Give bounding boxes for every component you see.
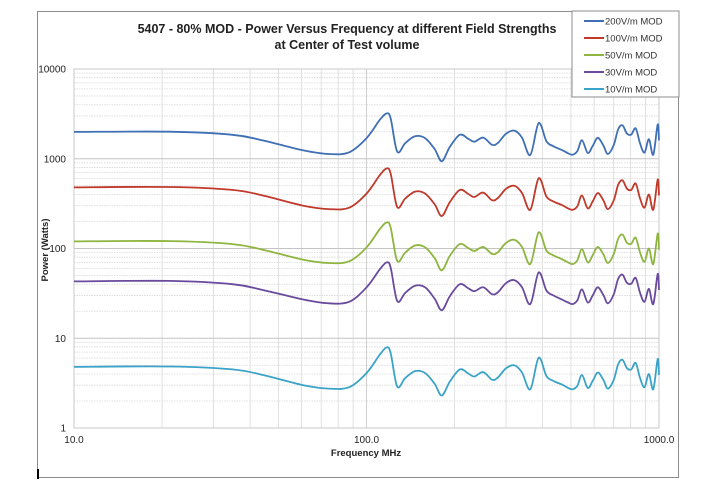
legend-label: 50V/m MOD: [605, 51, 657, 62]
series-layer: [73, 112, 660, 397]
series-line-50v-m-mod: [73, 221, 660, 272]
x-tick-label: 100.0: [354, 435, 379, 446]
series-line-10v-m-mod: [73, 346, 660, 397]
y-axis-label: Power (Watts): [40, 219, 51, 282]
y-tick-label: 10000: [38, 65, 66, 76]
chart-subtitle: at Center of Test volume: [275, 38, 420, 52]
y-tick-label: 100: [49, 244, 66, 255]
legend-label: 100V/m MOD: [605, 34, 663, 45]
legend-label: 30V/m MOD: [605, 68, 657, 79]
series-line-100v-m-mod: [73, 167, 660, 217]
series-line-30v-m-mod: [73, 261, 660, 312]
y-tick-label: 1000: [44, 154, 67, 165]
x-axis-ticks: 10.0 100.0 1000.0: [64, 435, 674, 446]
x-tick-label: 10.0: [64, 435, 84, 446]
text-cursor-mark: [37, 469, 39, 479]
y-tick-label: 1: [60, 424, 66, 435]
y-tick-label: 10: [55, 334, 67, 345]
series-line-200v-m-mod: [73, 112, 660, 163]
legend-label: 10V/m MOD: [605, 85, 657, 96]
chart-title: 5407 - 80% MOD - Power Versus Frequency …: [138, 22, 557, 36]
y-axis-ticks: 1 10 100 1000 10000: [38, 65, 66, 435]
x-tick-label: 1000.0: [644, 435, 675, 446]
legend-label: 200V/m MOD: [605, 17, 663, 28]
legend: 200V/m MOD 100V/m MOD 50V/m MOD 30V/m MOD 10…: [571, 10, 680, 98]
x-axis-label: Frequency MHz: [331, 448, 401, 459]
